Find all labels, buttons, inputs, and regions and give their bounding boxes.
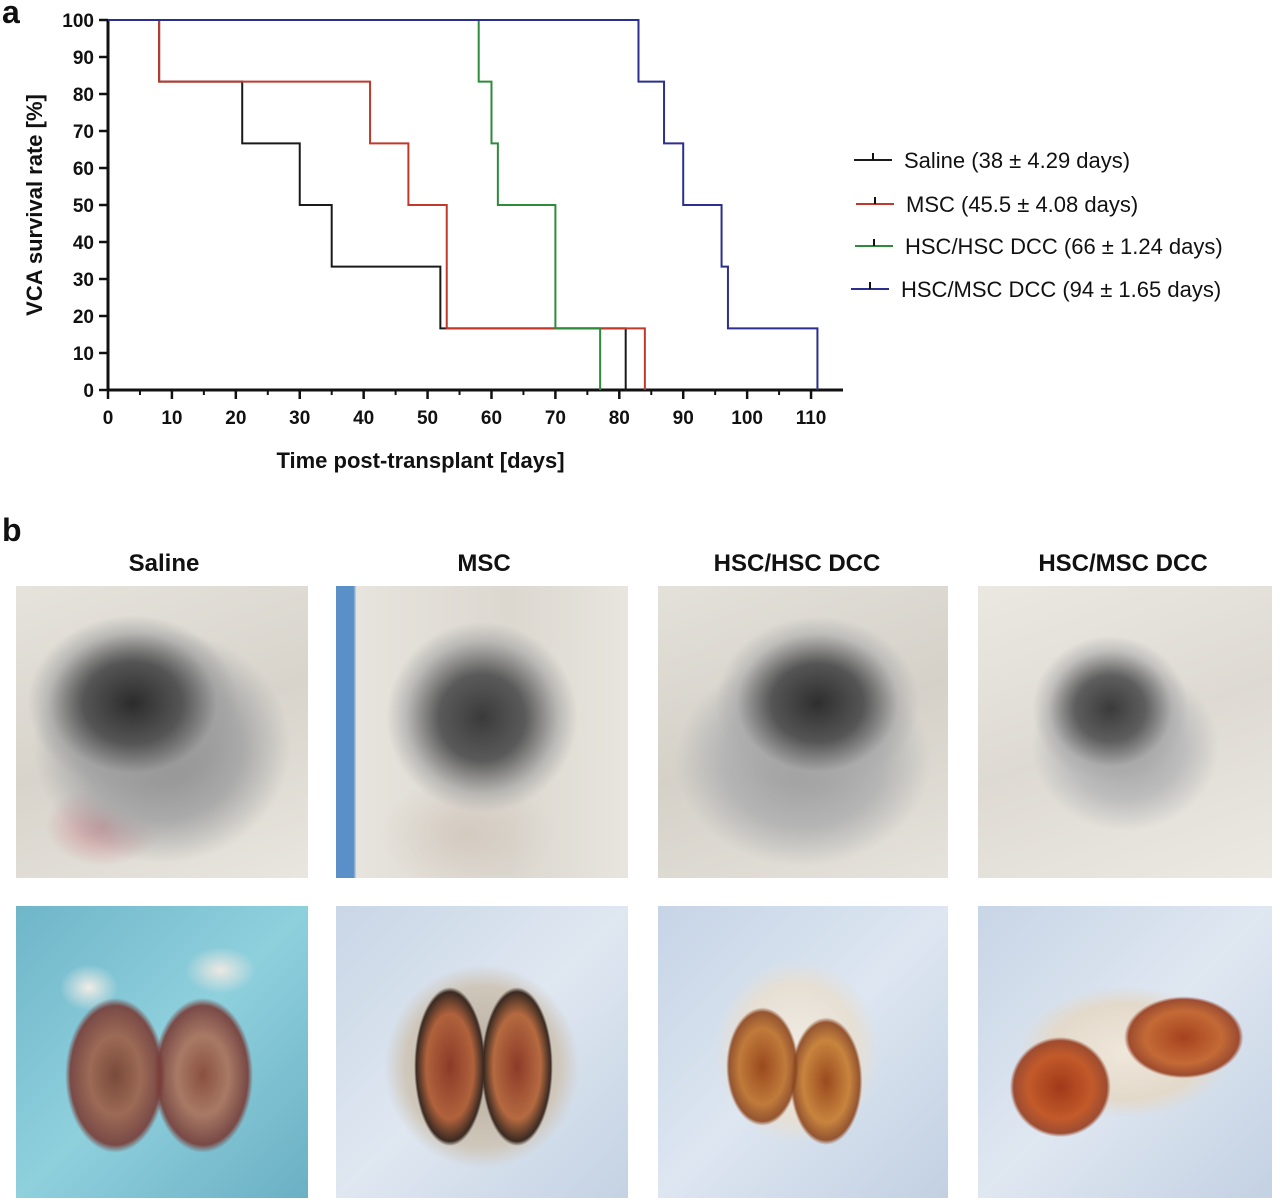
legend-label-3: HSC/MSC DCC (94 ± 1.65 days) [901, 277, 1221, 302]
y-tick-label: 90 [73, 48, 94, 69]
y-tick-label: 0 [83, 381, 94, 402]
legend-label-2: HSC/HSC DCC (66 ± 1.24 days) [905, 234, 1223, 259]
y-axis-label: VCA survival rate [%] [22, 94, 47, 316]
panel-b-label: b [2, 512, 22, 548]
y-tick-label: 20 [73, 307, 94, 328]
saline-graft-photo [16, 586, 308, 878]
column-title-hsc-msc-dcc: HSC/MSC DCC [1038, 550, 1208, 577]
msc-graft-photo [336, 586, 628, 878]
survival-chart: 0 10 20 30 40 50 60 70 80 90 100 0 10 20 30 40 50 60 70 80 9… [22, 11, 1223, 473]
x-tick-label: 30 [289, 408, 310, 429]
panel-a-label: a [2, 0, 20, 30]
series-line-2 [108, 19, 602, 390]
series-line-1 [108, 19, 646, 390]
hsc-hsc-dcc-graft-photo [658, 586, 948, 878]
x-tick-label: 110 [796, 408, 827, 429]
y-tick-label: 70 [73, 122, 94, 143]
y-tick-label: 10 [73, 344, 94, 365]
saline-tissue-photo [16, 906, 308, 1198]
x-tick-label: 80 [609, 408, 630, 429]
x-tick-label: 40 [353, 408, 374, 429]
x-tick-label: 50 [417, 408, 438, 429]
legend-label-0: Saline (38 ± 4.29 days) [904, 148, 1130, 173]
x-tick-label: 0 [103, 408, 114, 429]
column-title-hsc-hsc-dcc: HSC/HSC DCC [713, 550, 881, 577]
hsc-msc-dcc-tissue-photo [978, 906, 1272, 1198]
x-tick-label: 10 [161, 408, 182, 429]
hsc-msc-dcc-graft-photo [978, 586, 1272, 878]
y-tick-label: 50 [73, 196, 94, 217]
x-tick-label: 70 [545, 408, 566, 429]
legend-label-1: MSC (45.5 ± 4.08 days) [906, 192, 1138, 217]
y-tick-label: 40 [73, 233, 94, 254]
column-title-saline: Saline [128, 550, 200, 577]
x-axis-label: Time post-transplant [days] [276, 448, 564, 473]
x-tick-label: 100 [731, 408, 763, 429]
y-tick-label: 100 [62, 11, 94, 32]
msc-tissue-photo [336, 906, 628, 1198]
hsc-hsc-dcc-tissue-photo [658, 906, 948, 1198]
y-tick-label: 30 [73, 270, 94, 291]
x-tick-label: 90 [673, 408, 694, 429]
y-tick-label: 80 [73, 85, 94, 106]
x-tick-label: 20 [225, 408, 246, 429]
series-line-3 [108, 19, 819, 390]
column-title-msc: MSC [457, 550, 511, 577]
x-tick-label: 60 [481, 408, 502, 429]
y-tick-label: 60 [73, 159, 94, 180]
